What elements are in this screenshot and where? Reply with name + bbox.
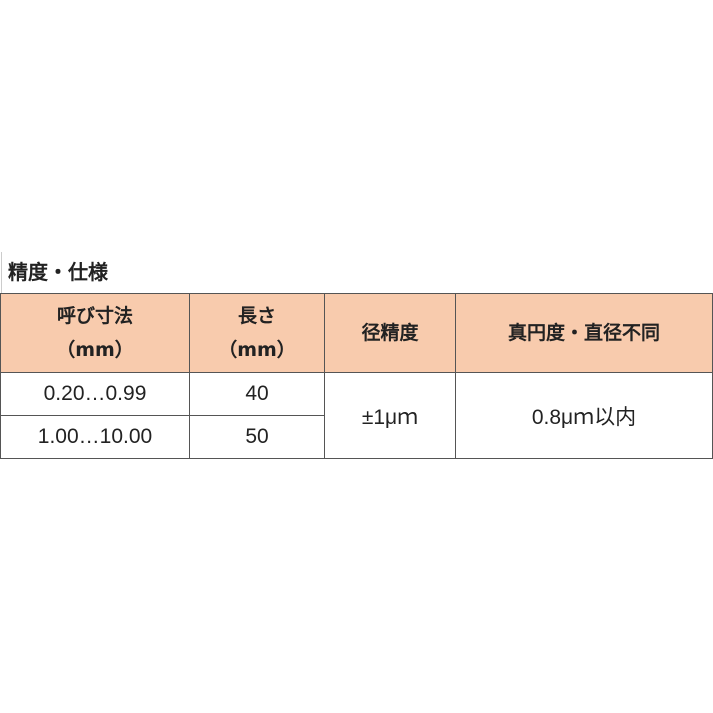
cell-nominal-size: 1.00…10.00 (0, 415, 190, 459)
header-label: 呼び寸法 (56, 305, 133, 327)
header-label: 長さ (237, 305, 276, 327)
cell-nominal-size: 0.20…0.99 (0, 372, 190, 416)
cell-length: 40 (189, 372, 325, 416)
spec-table: 呼び寸法 （mm） 長さ （mm） 径精度 真円度・直径不同 0.20…0.99 4… (0, 293, 713, 459)
section-title: 精度・仕様 (8, 260, 108, 284)
header-row: 呼び寸法 （mm） 長さ （mm） 径精度 真円度・直径不同 (0, 293, 713, 373)
header-unit: （mm） (56, 339, 134, 361)
header-nominal-size: 呼び寸法 （mm） (0, 293, 190, 373)
header-length: 長さ （mm） (189, 293, 325, 373)
header-diameter-accuracy: 径精度 (324, 293, 456, 373)
cell-roundness: 0.8μｍ以内 (455, 372, 713, 459)
header-unit: （mm） (218, 339, 296, 361)
table-row: 0.20…0.99 40 ±1μｍ 0.8μｍ以内 (0, 372, 713, 459)
cell-diameter-accuracy: ±1μｍ (324, 372, 456, 459)
table-row: 1.00…10.00 50 (0, 415, 713, 459)
cell-length: 50 (189, 415, 325, 459)
frame-line (1, 252, 2, 294)
header-roundness: 真円度・直径不同 (455, 293, 713, 373)
